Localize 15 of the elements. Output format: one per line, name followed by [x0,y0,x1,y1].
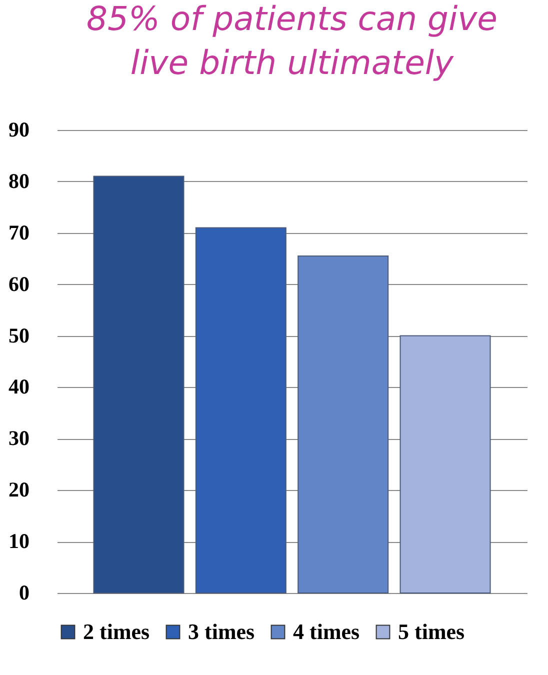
legend-label: 4 times [293,619,360,644]
y-tick-label: 90 [8,118,30,142]
y-tick-label: 80 [8,168,30,193]
y-tick-label: 70 [8,220,30,244]
legend-label: 2 times [83,619,150,644]
legend-label: 5 times [398,619,466,644]
y-tick-label: 20 [8,478,30,502]
y-tick-label: 40 [8,374,30,399]
y-tick-label: 50 [8,323,30,348]
y-tick-label: 30 [8,426,30,450]
y-tick-label: 0 [19,580,30,604]
y-tick-label: 60 [8,272,30,296]
legend-label: 3 times [188,619,256,644]
y-tick-label: 10 [8,529,30,554]
chart-title: 85% of patients can give live birth ultimately [86,0,498,82]
